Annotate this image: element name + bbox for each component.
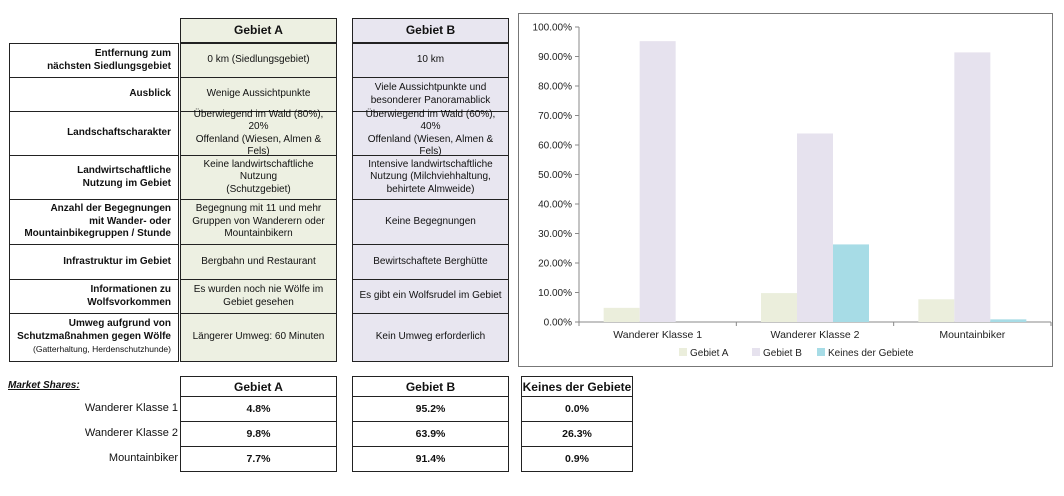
y-tick-label: 60.00% [538, 141, 572, 152]
bar-gebiet-b [954, 52, 991, 323]
ms-value: 9.8% [180, 421, 337, 447]
ms-value: 0.9% [521, 446, 633, 472]
cell-gebiet-b: Viele Aussichtpunkte und besonderer Panor… [352, 77, 509, 112]
y-tick-label: 50.00% [538, 170, 572, 181]
x-category-label: Wanderer Klasse 2 [771, 329, 860, 341]
row-label-text: Landschaftscharakter [67, 127, 171, 139]
ms-value: 63.9% [352, 421, 509, 447]
y-tick-label: 20.00% [538, 259, 572, 270]
bar-gebiet-a [603, 307, 640, 322]
legend-label: Keines der Gebiete [828, 348, 914, 359]
y-tick-label: 100.00% [533, 23, 573, 34]
row-label: Umweg aufgrund von Schutzmaßnahmen gegen … [9, 313, 179, 362]
row-label: Ausblick [9, 77, 179, 112]
cell-gebiet-a: 0 km (Siedlungsgebiet) [180, 43, 337, 78]
cell-gebiet-b: Überwiegend im Wald (60%), 40% Offenland … [352, 109, 509, 157]
bar-gebiet-b [639, 41, 676, 322]
ms-header-gebiet-b: Gebiet B [352, 376, 509, 397]
y-tick-label: 40.00% [538, 200, 572, 211]
cell-gebiet-a: Wenige Aussichtpunkte [180, 77, 337, 112]
cell-gebiet-a: Längerer Umweg: 60 Minuten [180, 313, 337, 362]
x-category-label: Wanderer Klasse 1 [613, 329, 702, 341]
row-label-text: Infrastruktur im Gebiet [63, 255, 171, 267]
legend-swatch [752, 348, 760, 356]
y-tick-label: 30.00% [538, 229, 572, 240]
cell-gebiet-b: Kein Umweg erforderlich [352, 313, 509, 362]
ms-value: 91.4% [352, 446, 509, 472]
cell-gebiet-b: Bewirtschaftete Berghütte [352, 244, 509, 280]
bar-gebiet-a [918, 299, 955, 322]
bar-keines-der-gebiete [833, 244, 869, 322]
legend-label: Gebiet B [763, 348, 802, 359]
cell-gebiet-a: Keine landwirtschaftliche Nutzung (Schutz… [180, 155, 337, 200]
cell-gebiet-b: 10 km [352, 43, 509, 78]
legend-swatch [679, 348, 687, 356]
legend-swatch [817, 348, 825, 356]
table-header-gebiet-a: Gebiet A [180, 18, 337, 43]
bar-gebiet-a [761, 293, 797, 322]
row-label: Informationen zu Wolfsvorkommen [9, 279, 179, 314]
y-tick-label: 90.00% [538, 52, 572, 63]
market-share-chart: 0.00% 10.00% 20.00% 30.00% 40.00% 50.00% 60.00… [518, 13, 1053, 367]
cell-gebiet-a: Überwiegend im Wald (80%), 20% Offenland … [180, 109, 337, 157]
row-label: Infrastruktur im Gebiet [9, 244, 179, 280]
bar-gebiet-b [797, 133, 833, 322]
table-header-gebiet-b: Gebiet B [352, 18, 509, 43]
ms-header-keines: Keines der Gebiete [521, 376, 633, 397]
ms-row-label: Wanderer Klasse 2 [84, 427, 178, 439]
row-label-note: (Gatterhaltung, Herdenschutzhunde) [33, 344, 171, 355]
row-label-text: Informationen zu Wolfsvorkommen [87, 284, 171, 308]
chart-svg: 0.00% 10.00% 20.00% 30.00% 40.00% 50.00% 60.00… [533, 23, 1052, 359]
y-tick-label: 0.00% [544, 318, 572, 329]
bar-keines-der-gebiete [990, 319, 1027, 322]
row-label-text: Umweg aufgrund von Schutzmaßnahmen gegen … [17, 318, 171, 355]
ms-value: 95.2% [352, 396, 509, 422]
row-label: Entfernung zum nächsten Siedlungsgebiet [9, 43, 179, 78]
y-tick-label: 10.00% [538, 288, 572, 299]
ms-row-label: Wanderer Klasse 1 [84, 402, 178, 414]
ms-value: 0.0% [521, 396, 633, 422]
row-label-text: Ausblick [129, 88, 171, 100]
ms-value: 4.8% [180, 396, 337, 422]
cell-gebiet-b: Intensive landwirtschaftliche Nutzung (Mi… [352, 155, 509, 200]
ms-row-label: Mountainbiker [108, 452, 178, 464]
row-label: Anzahl der Begegnungen mit Wander- oder Mo… [9, 199, 179, 245]
row-label-text: Entfernung zum nächsten Siedlungsgebiet [47, 48, 171, 72]
row-label-text: Anzahl der Begegnungen mit Wander- oder Mo… [24, 203, 171, 240]
row-label-text: Landwirtschaftliche Nutzung im Gebiet [77, 165, 171, 189]
legend-label: Gebiet A [690, 348, 729, 359]
row-label: Landwirtschaftliche Nutzung im Gebiet [9, 155, 179, 200]
row-label: Landschaftscharakter [9, 111, 179, 156]
cell-gebiet-b: Keine Begegnungen [352, 199, 509, 245]
market-shares-title: Market Shares: [8, 380, 80, 391]
ms-header-gebiet-a: Gebiet A [180, 376, 337, 397]
y-tick-label: 80.00% [538, 82, 572, 93]
cell-gebiet-a: Es wurden noch nie Wölfe im Gebiet gesehe… [180, 279, 337, 314]
y-tick-label: 70.00% [538, 111, 572, 122]
cell-gebiet-a: Bergbahn und Restaurant [180, 244, 337, 280]
ms-value: 26.3% [521, 421, 633, 447]
cell-gebiet-b: Es gibt ein Wolfsrudel im Gebiet [352, 279, 509, 314]
cell-gebiet-a: Begegnung mit 11 und mehr Gruppen von Wan… [180, 199, 337, 245]
ms-value: 7.7% [180, 446, 337, 472]
x-category-label: Mountainbiker [939, 329, 1005, 341]
